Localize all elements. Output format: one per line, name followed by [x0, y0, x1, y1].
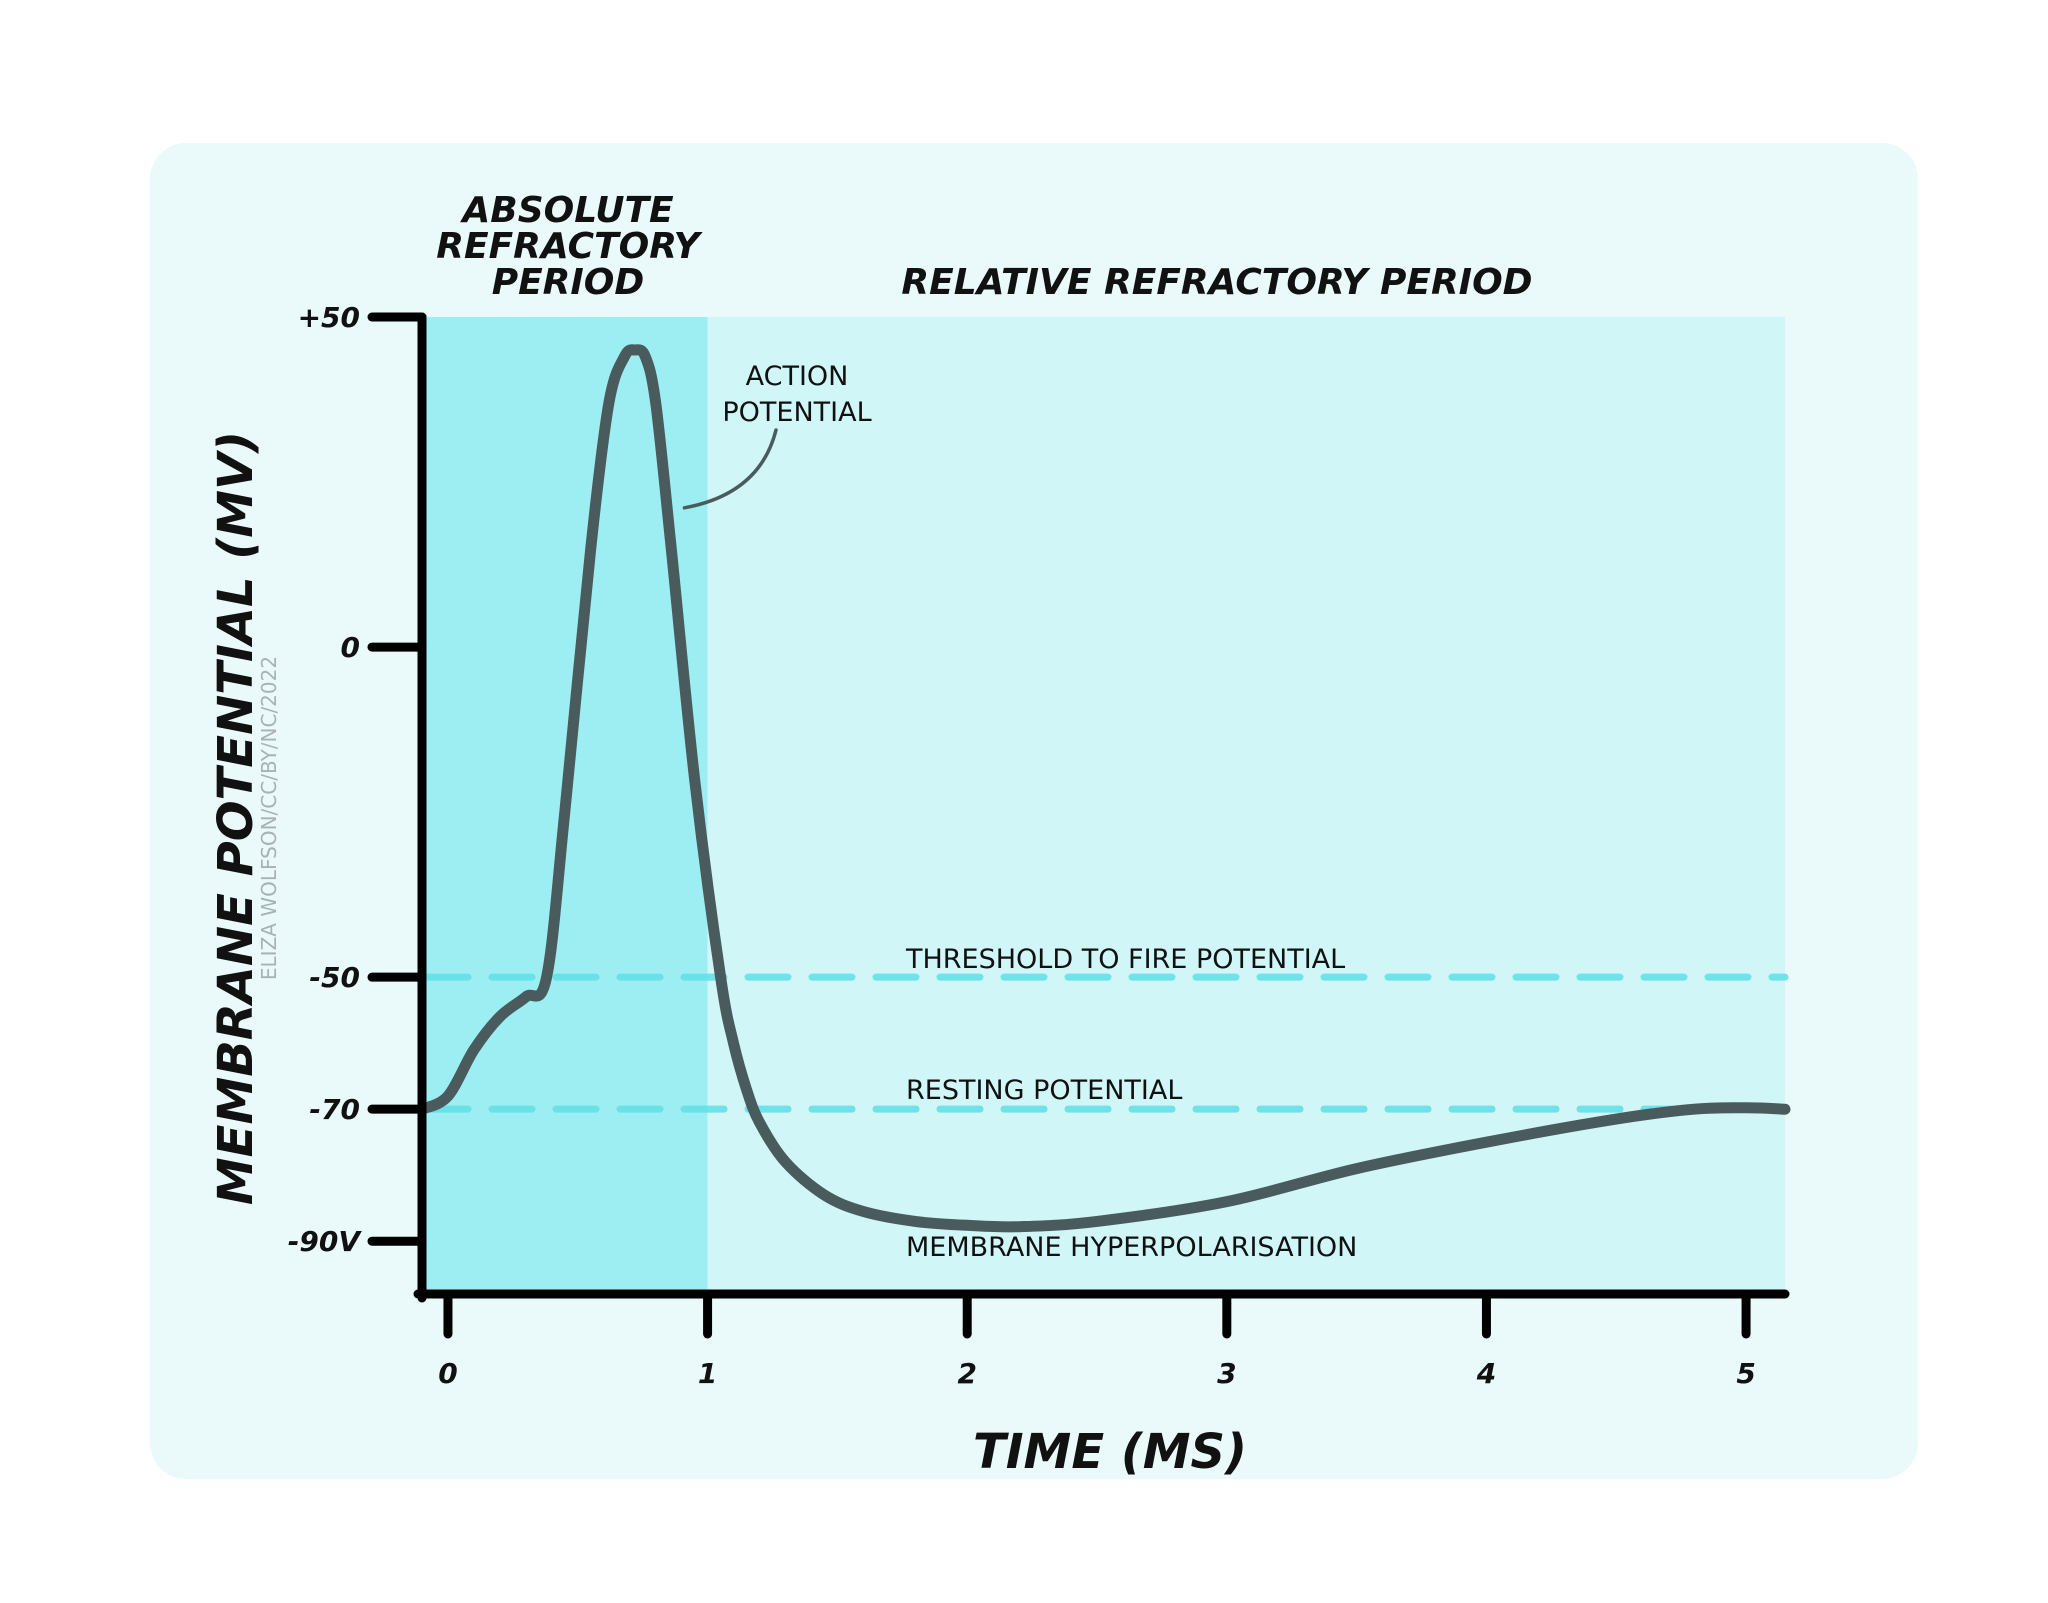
x-tick-label: 4: [1476, 1357, 1496, 1390]
threshold-label: THRESHOLD TO FIRE POTENTIAL: [905, 944, 1345, 975]
action-potential-label: ACTION: [746, 361, 849, 392]
y-tick-label: -50: [309, 961, 360, 994]
y-tick-label: 0: [341, 631, 360, 664]
labels: +50 0 -50 -70 -90V 0 1 2 3 4 5 TIME (MS) MEMBRANE PO…: [208, 190, 1756, 1480]
reference-lines: [424, 973, 1789, 1113]
x-tick-label: 0: [438, 1357, 457, 1390]
relative-refractory-region: [707, 317, 1785, 1294]
x-tick-label: 2: [957, 1357, 976, 1390]
y-tick-label: +50: [298, 301, 360, 334]
credit-text: ELIZA WOLFSON/CC/BY/NC/2022: [257, 656, 281, 980]
action-potential-pointer: [682, 428, 778, 510]
absolute-refractory-title: PERIOD: [492, 262, 645, 303]
action-potential-label: POTENTIAL: [722, 397, 871, 428]
axes: [367, 312, 1790, 1339]
x-axis-title: TIME (MS): [973, 1424, 1247, 1480]
absolute-refractory-title: REFRACTORY: [436, 226, 703, 267]
resting-label: RESTING POTENTIAL: [906, 1075, 1182, 1106]
membrane-potential-curve: [416, 344, 1791, 1233]
x-tick-label: 1: [698, 1357, 717, 1390]
y-tick-label: -90V: [288, 1225, 363, 1258]
y-axis-title: MEMBRANE POTENTIAL (MV): [208, 431, 264, 1205]
relative-refractory-title: RELATIVE REFRACTORY PERIOD: [901, 262, 1532, 303]
y-tick-label: -70: [309, 1093, 360, 1126]
x-tick-label: 3: [1217, 1357, 1236, 1390]
x-tick-label: 5: [1736, 1357, 1755, 1390]
curve-layer: [416, 344, 1791, 1233]
hyperpolarisation-label: MEMBRANE HYPERPOLARISATION: [906, 1232, 1357, 1263]
absolute-refractory-title: ABSOLUTE: [459, 190, 674, 231]
